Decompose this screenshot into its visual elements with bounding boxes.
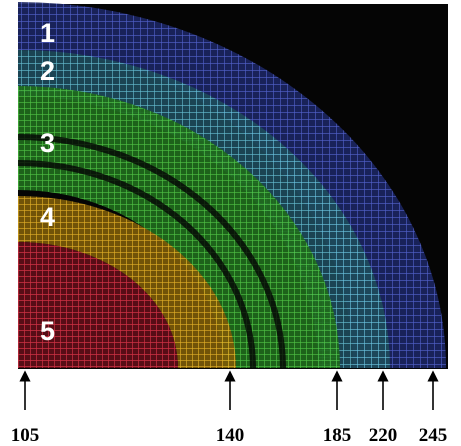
shell-label: 1 bbox=[40, 18, 55, 48]
shell-label: 5 bbox=[40, 316, 55, 346]
marker-label: 245 bbox=[419, 425, 448, 446]
marker-label: 105 bbox=[11, 425, 40, 446]
marker-label: 140 bbox=[216, 425, 245, 446]
shell-label: 4 bbox=[40, 202, 55, 232]
page: 12345 105140185220245 (() => { const dat… bbox=[0, 0, 461, 446]
radius-markers: 105 140 185 220 245 bbox=[11, 376, 448, 446]
shell-label: 3 bbox=[40, 128, 55, 158]
shell-label: 2 bbox=[40, 56, 55, 86]
figure: 1 2 3 4 5 105 140 185 220 245 bbox=[0, 0, 461, 446]
marker-label: 185 bbox=[323, 425, 352, 446]
marker-label: 220 bbox=[369, 425, 398, 446]
